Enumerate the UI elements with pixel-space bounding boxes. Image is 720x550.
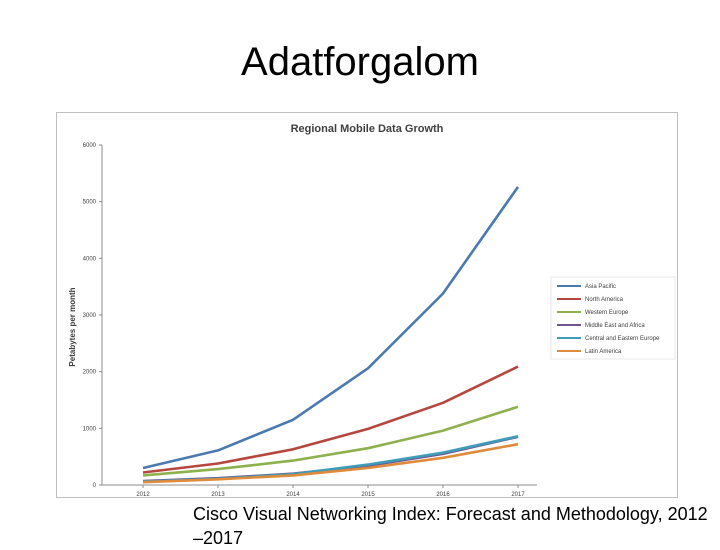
legend: Asia Pacific North America Western Europe M… [550,276,676,360]
series-line [142,186,520,470]
y-tick-label: 6000 [83,143,97,149]
x-tick-label: 2016 [436,492,450,497]
series-line [142,405,519,477]
x-tick-label: 2013 [211,492,225,497]
x-tick-label: 2012 [136,492,150,497]
series-line [142,442,519,484]
series-line [142,435,519,483]
line-chart: Regional Mobile Data Growth Petabytes pe… [68,123,676,497]
y-tick-label: 3000 [83,313,97,319]
y-tick-label: 5000 [83,200,97,206]
legend-label: Central and Eastern Europe [585,336,660,342]
y-tick-label: 0 [93,483,97,489]
legend-box [550,276,676,360]
source-caption: Cisco Visual Networking Index: Forecast … [193,504,708,548]
legend-label: Western Europe [585,310,629,316]
legend-label: Latin America [585,349,622,355]
y-tick-label: 1000 [83,426,97,432]
legend-label: Asia Pacific [585,284,616,290]
chart-title: Regional Mobile Data Growth [291,123,444,135]
legend-label: Middle East and Africa [585,323,645,329]
x-tick-label: 2015 [361,492,375,497]
x-tick-label: 2017 [511,492,525,497]
axes: 0 1000 2000 3000 4000 5000 6000 2012 2013 2014 201… [83,143,537,497]
series-line [142,435,519,483]
legend-label: North America [585,297,624,303]
y-axis-label: Petabytes per month [68,287,77,366]
y-tick-label: 2000 [83,370,97,376]
series-lines [142,186,520,484]
y-tick-label: 4000 [83,256,97,262]
series-line [142,365,519,474]
chart-frame: Regional Mobile Data Growth Petabytes pe… [56,112,678,498]
x-tick-label: 2014 [286,492,300,497]
slide-title: Adatforgalom [241,40,479,84]
